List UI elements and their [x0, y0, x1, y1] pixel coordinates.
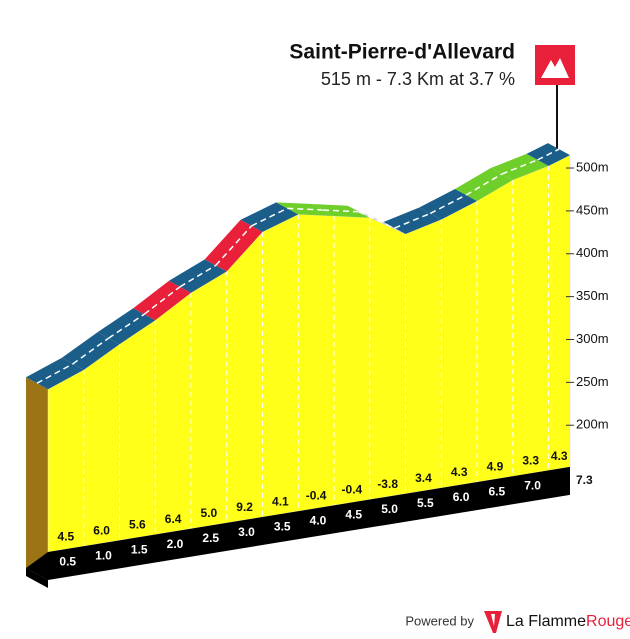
y-tick-label: 450m — [576, 202, 609, 217]
gradient-label: 6.4 — [165, 512, 182, 526]
y-tick-label: 400m — [576, 245, 609, 260]
gradient-label: 5.6 — [129, 518, 146, 532]
segment-centerline — [322, 209, 359, 213]
gradient-label: 4.3 — [451, 465, 468, 479]
footer-brand: La FlammeRouge — [506, 613, 630, 630]
x-tick-label: 3.5 — [274, 519, 291, 533]
segment-centerline — [394, 212, 431, 229]
base-side — [26, 568, 48, 588]
x-tick-label: 0.5 — [59, 554, 76, 568]
x-tick-label: 7.0 — [524, 479, 541, 493]
segment-centerline — [215, 225, 253, 266]
x-tick-label: 3.0 — [238, 525, 255, 539]
segment-centerline — [537, 148, 560, 161]
brand: La Flamme — [506, 613, 586, 630]
x-tick-label: 2.0 — [167, 537, 184, 551]
x-tick-label: 2.5 — [202, 531, 219, 545]
gradient-segment — [204, 219, 263, 272]
segment-centerline — [465, 173, 503, 196]
segment-centerline — [36, 363, 74, 384]
x-tick-label: 5.0 — [381, 502, 398, 516]
gradient-label: 9.2 — [236, 500, 253, 514]
chart-title: Saint-Pierre-d'Allevard — [289, 41, 515, 64]
segment-centerline — [287, 207, 324, 211]
side-face — [26, 377, 48, 580]
gradient-segment — [312, 204, 370, 218]
y-tick-label: 250m — [576, 374, 609, 389]
flag — [535, 45, 575, 85]
segment-centerline — [179, 264, 217, 288]
gradient-label: 4.3 — [551, 449, 568, 463]
gradient-label: 4.1 — [272, 494, 289, 508]
x-tick-label: 6.0 — [453, 490, 470, 504]
segment-centerline — [143, 286, 181, 315]
gradient-label: 5.0 — [201, 506, 218, 520]
segment-centerline — [358, 211, 395, 229]
gradient-label: 3.4 — [415, 471, 432, 485]
gradient-label: 4.5 — [58, 529, 75, 543]
y-tick-label: 350m — [576, 288, 609, 303]
gradient-segment — [490, 153, 549, 181]
y-tick-label: 300m — [576, 331, 609, 346]
x-tick-label: 7.3 — [576, 473, 593, 487]
gradient-label: -0.4 — [306, 488, 327, 502]
gradient-label: 3.3 — [522, 453, 539, 467]
segment-centerline — [251, 207, 288, 227]
segment-centerline — [501, 159, 538, 175]
brand-accent: Rouge — [586, 613, 630, 630]
gradient-segment — [276, 202, 335, 217]
gradient-label: 4.9 — [487, 459, 504, 473]
y-tick-label: 500m — [576, 159, 609, 174]
x-tick-label: 1.0 — [95, 549, 112, 563]
logo-mark — [491, 614, 495, 626]
gradient-label: 6.0 — [93, 523, 110, 537]
x-tick-label: 5.5 — [417, 496, 434, 510]
x-tick-label: 4.5 — [345, 508, 362, 522]
gradient-label: -3.8 — [377, 477, 398, 491]
segment-centerline — [429, 194, 467, 215]
footer-powered: Powered by — [405, 613, 474, 628]
segment-centerline — [108, 313, 145, 339]
x-tick-label: 1.5 — [131, 543, 148, 557]
x-tick-label: 4.0 — [310, 514, 327, 528]
y-tick-label: 200m — [576, 417, 609, 432]
gradient-label: -0.4 — [342, 483, 363, 497]
base-band — [26, 466, 570, 580]
segment-centerline — [72, 337, 109, 365]
flag-icon — [541, 58, 569, 78]
x-tick-label: 6.5 — [488, 484, 505, 498]
chart-subtitle: 515 m - 7.3 Km at 3.7 % — [321, 69, 515, 89]
